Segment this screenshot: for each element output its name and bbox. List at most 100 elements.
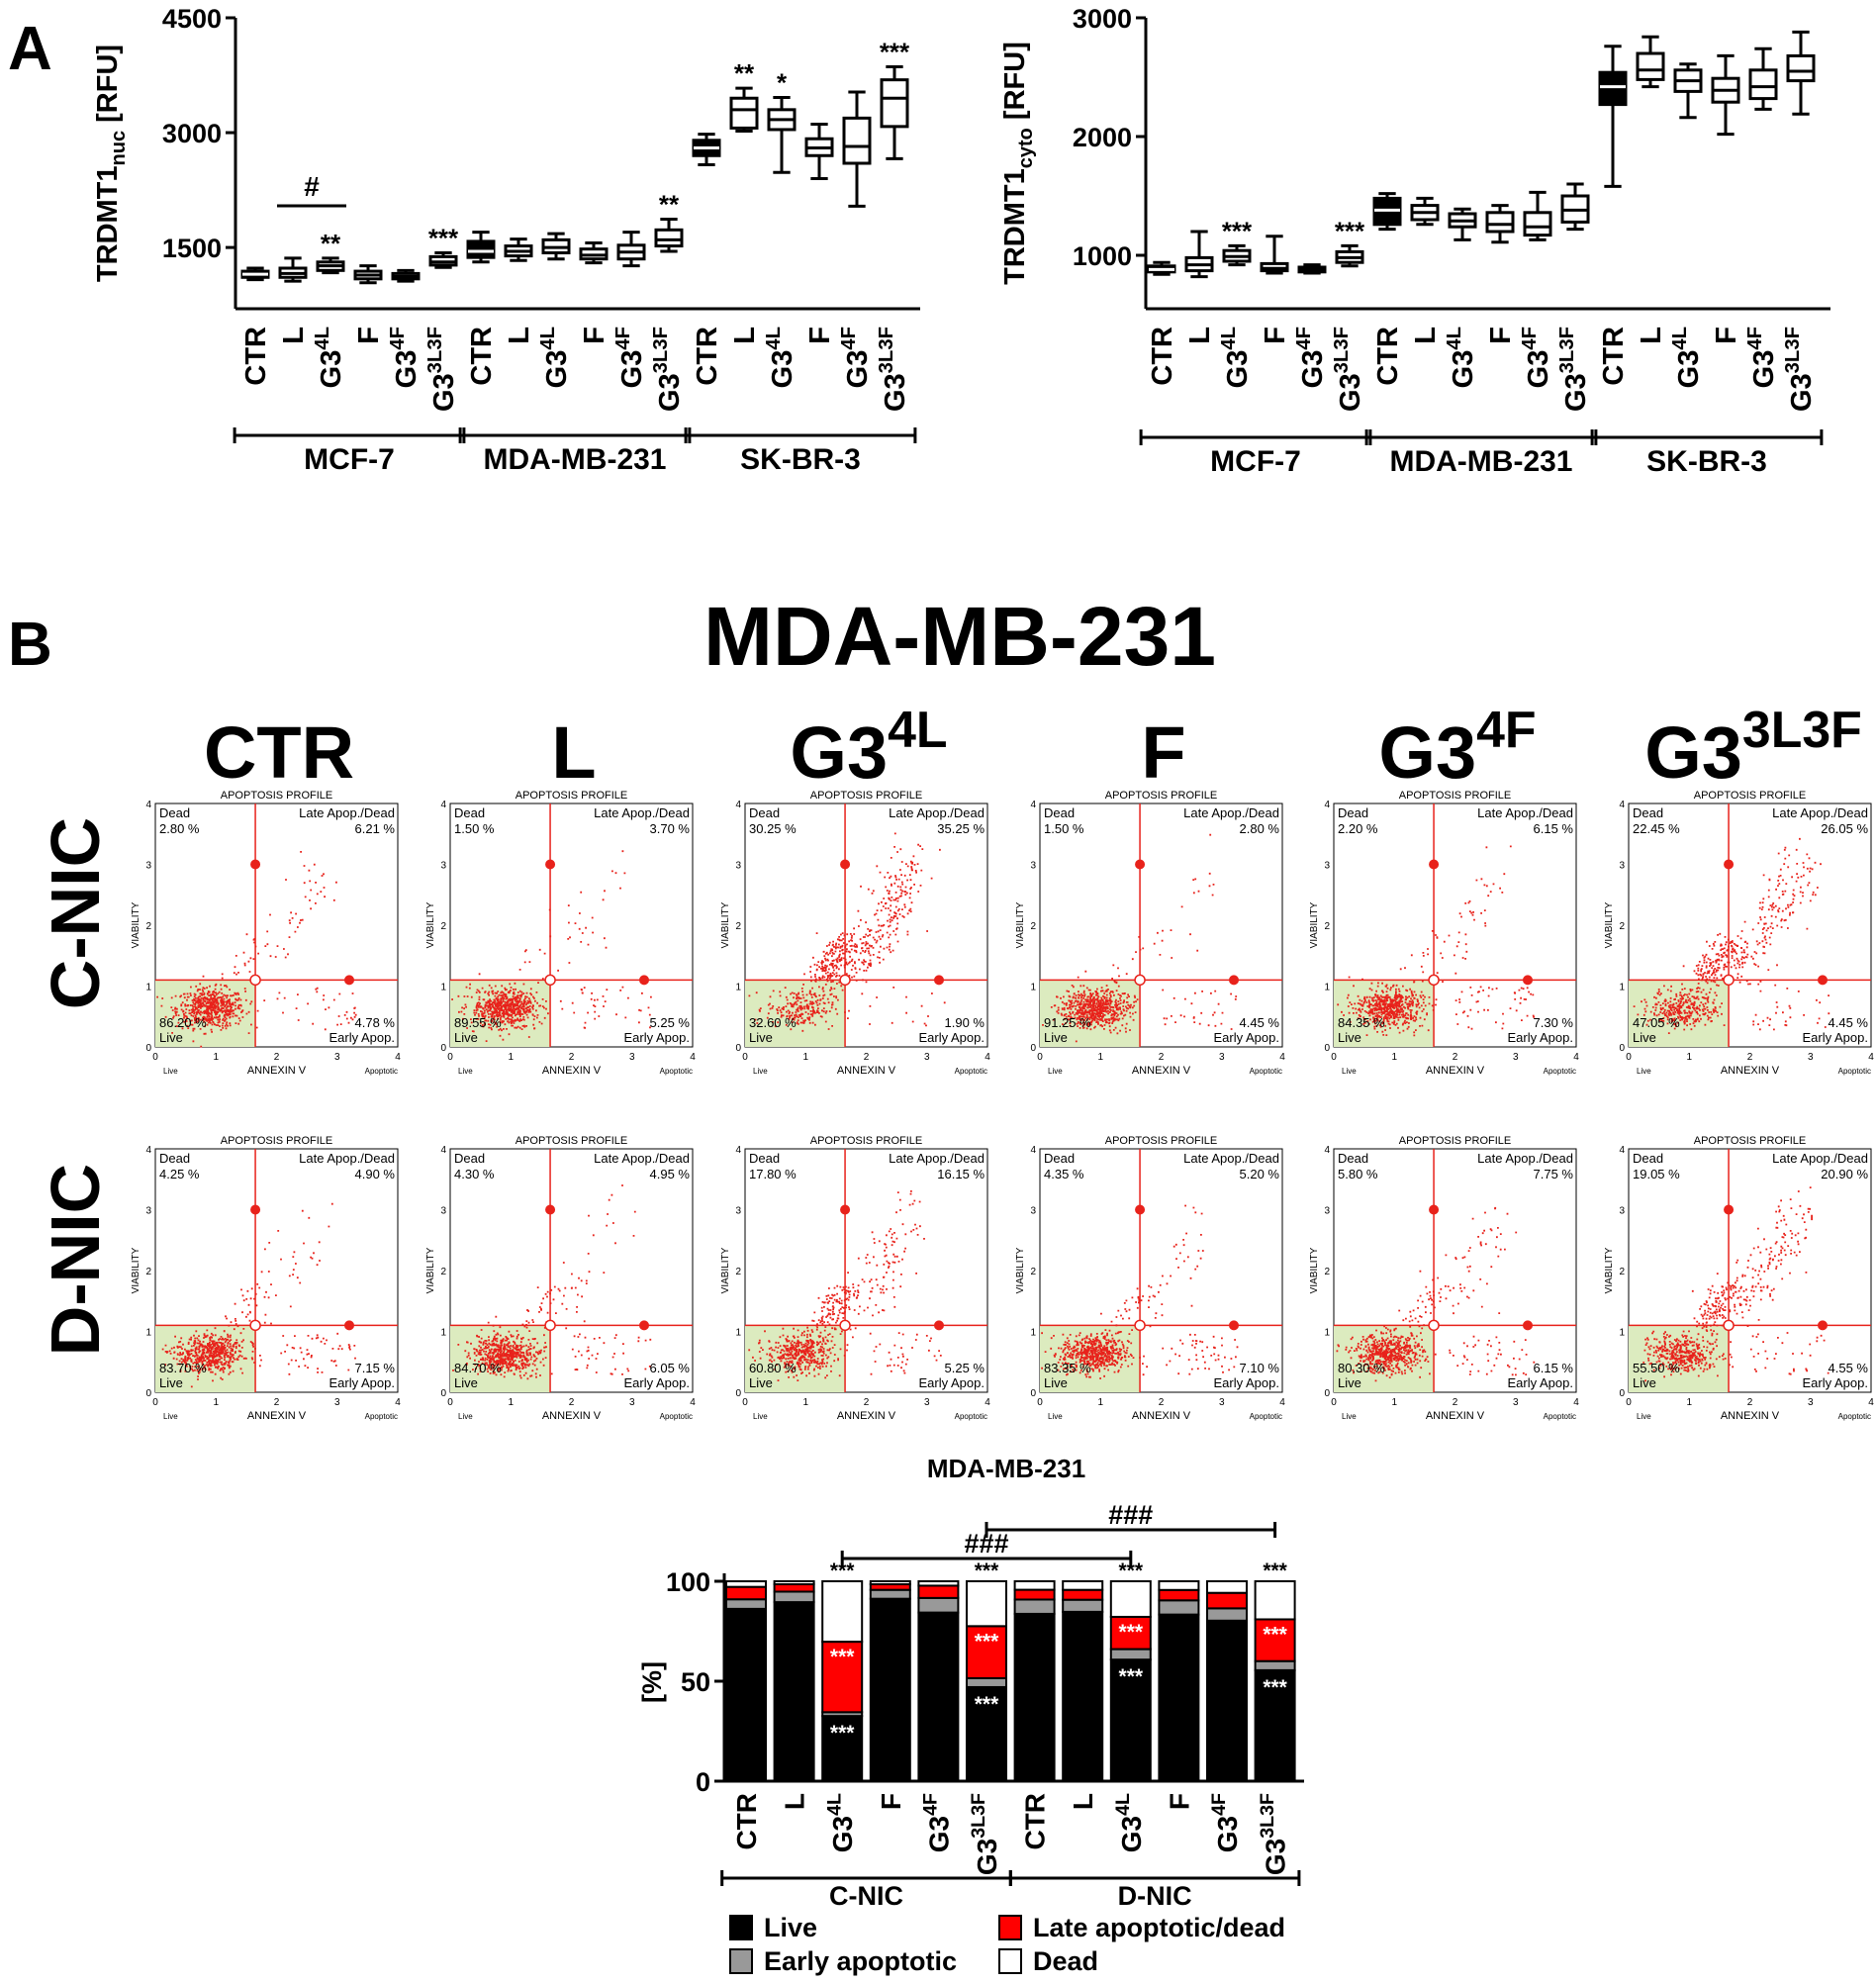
box-SK-BR-3-G3 3L3F: *** G33L3F bbox=[876, 38, 911, 413]
x-end-label-live: Live bbox=[458, 1412, 473, 1421]
y-tick-label: 3 bbox=[735, 861, 741, 872]
x-tick-label: 2 bbox=[274, 1397, 280, 1408]
category-label: F bbox=[1164, 1793, 1194, 1810]
box-MCF-7-G3 4F: G34F bbox=[1293, 263, 1329, 388]
x-tick-label: 1 bbox=[508, 1052, 514, 1063]
column-header-5: G33L3F bbox=[1644, 701, 1862, 794]
gate-handle bbox=[1135, 1204, 1146, 1215]
quadrant-early-label: Early Apop. bbox=[1803, 1030, 1869, 1045]
y-tick-label: 1 bbox=[145, 1328, 151, 1339]
bar-segment-dead bbox=[869, 1580, 911, 1586]
quadrant-live-label: Live bbox=[1338, 1375, 1361, 1390]
gate-handle bbox=[1523, 1320, 1533, 1331]
gate-handle bbox=[1429, 859, 1440, 870]
significance-live: *** bbox=[975, 1693, 999, 1716]
quadrant-late-value: 3.70 % bbox=[650, 821, 691, 836]
y-tick-label: 4 bbox=[440, 800, 446, 810]
bar-D-NIC-G3 4F: G34F bbox=[1206, 1580, 1248, 1852]
quadrant-dead-label: Dead bbox=[454, 805, 485, 820]
gate-handle bbox=[344, 1320, 354, 1331]
bar-segment-late bbox=[1062, 1588, 1104, 1601]
x-end-label-live: Live bbox=[1048, 1412, 1063, 1421]
gate-handle bbox=[545, 859, 556, 870]
group-label: SK-BR-3 bbox=[740, 443, 861, 476]
group-label: MDA-MB-231 bbox=[1389, 445, 1572, 478]
x-tick-label: 0 bbox=[447, 1397, 453, 1408]
quadrant-dead-label: Dead bbox=[1633, 805, 1663, 820]
category-label: CTR bbox=[692, 327, 723, 386]
y-tick-label: 1 bbox=[1619, 1328, 1625, 1339]
x-end-label-live: Live bbox=[1048, 1067, 1063, 1076]
box-MDA-MB-231-CTR: CTR bbox=[1372, 192, 1404, 386]
box-iqr bbox=[654, 228, 684, 248]
box-MCF-7-G3 3L3F: *** G33L3F bbox=[424, 224, 460, 413]
group-label: C-NIC bbox=[829, 1881, 903, 1911]
y-tick-label: 2 bbox=[1324, 1267, 1330, 1277]
y-axis-title: VIABILITY bbox=[1309, 901, 1320, 948]
category-label: G34F bbox=[1208, 1793, 1243, 1852]
quadrant-early-value: 5.25 % bbox=[945, 1361, 985, 1375]
quadrant-early-label: Early Apop. bbox=[919, 1375, 985, 1390]
gate-handle bbox=[344, 975, 354, 986]
bar-D-NIC-L: L bbox=[1062, 1580, 1104, 1810]
category-label: G33L3F bbox=[876, 327, 911, 412]
quadrant-early-label: Early Apop. bbox=[1803, 1375, 1869, 1390]
significance-late: *** bbox=[830, 1646, 855, 1668]
bar-C-NIC-G3 4L: *** *** *** G34L bbox=[821, 1559, 864, 1852]
category-label: G34L bbox=[312, 327, 347, 388]
quadrant-live-label: Live bbox=[454, 1030, 478, 1045]
quadrant-live-label: Live bbox=[1338, 1030, 1361, 1045]
x-end-label-apoptotic: Apoptotic bbox=[955, 1412, 987, 1421]
panel-a: A 1500 3000 4500 TRDMT1nuc [RFU] CTR L ** G34L F… bbox=[8, 4, 1830, 478]
y-tick-label: 0 bbox=[1324, 1043, 1330, 1054]
quadrant-late-value: 35.25 % bbox=[937, 821, 985, 836]
y-tick-label: 2 bbox=[1030, 921, 1036, 932]
y-tick-label: 3 bbox=[145, 861, 151, 872]
category-label: G33L3F bbox=[1257, 1793, 1291, 1875]
quadrant-late-value: 6.21 % bbox=[355, 821, 396, 836]
quadrant-early-label: Early Apop. bbox=[1508, 1030, 1574, 1045]
x-axis-title: ANNEXIN V bbox=[1426, 1065, 1485, 1077]
x-end-label-apoptotic: Apoptotic bbox=[1250, 1412, 1282, 1421]
significance-label: ** bbox=[734, 58, 755, 88]
bar-D-NIC-G3 4L: *** *** *** G34L bbox=[1109, 1559, 1152, 1852]
x-tick-label: 1 bbox=[1391, 1052, 1397, 1063]
x-tick-label: 1 bbox=[213, 1052, 219, 1063]
scatter-events bbox=[451, 850, 652, 1042]
gate-handle bbox=[840, 1204, 851, 1215]
quadrant-early-label: Early Apop. bbox=[329, 1375, 396, 1390]
x-tick-label: 4 bbox=[395, 1052, 401, 1063]
y-tick-label: 0 bbox=[1030, 1388, 1036, 1399]
y-tick-label: 0 bbox=[696, 1767, 710, 1797]
y-tick-label: 3 bbox=[145, 1206, 151, 1217]
scatter-events bbox=[1633, 837, 1830, 1034]
bar-segment-dead bbox=[773, 1580, 815, 1586]
y-axis-title: VIABILITY bbox=[131, 1247, 141, 1293]
y-tick-label: 50 bbox=[681, 1667, 710, 1697]
x-tick-label: 2 bbox=[569, 1052, 575, 1063]
hash-label: # bbox=[304, 171, 320, 202]
x-tick-label: 4 bbox=[985, 1052, 990, 1063]
quadrant-early-value: 7.10 % bbox=[1240, 1361, 1280, 1375]
y-axis-title: VIABILITY bbox=[720, 1247, 731, 1293]
apoptosis-plot-C-NIC-G3 4F: APOPTOSIS PROFILE Dead2.20 % Late Apop./De… bbox=[1309, 790, 1579, 1077]
plot-title: APOPTOSIS PROFILE bbox=[1399, 1135, 1512, 1147]
quadrant-dead-label: Dead bbox=[749, 805, 780, 820]
box-MCF-7-G3 4L: *** G34L bbox=[1218, 216, 1254, 388]
quadrant-live-value: 80.30 % bbox=[1338, 1361, 1385, 1375]
column-header-4: G34F bbox=[1378, 701, 1536, 794]
x-end-label-live: Live bbox=[1637, 1412, 1651, 1421]
box-SK-BR-3-CTR: CTR bbox=[1598, 45, 1630, 386]
quadrant-late-label: Late Apop./Dead bbox=[1772, 805, 1868, 820]
category-label: G33L3F bbox=[650, 327, 686, 412]
box-SK-BR-3-F: F bbox=[804, 123, 836, 344]
quadrant-late-label: Late Apop./Dead bbox=[1477, 805, 1573, 820]
x-tick-label: 4 bbox=[1868, 1052, 1874, 1063]
box-MCF-7-F: F bbox=[1260, 235, 1291, 344]
bar-segment-early bbox=[1013, 1598, 1056, 1615]
x-axis-title: ANNEXIN V bbox=[1132, 1410, 1191, 1422]
x-end-label-apoptotic: Apoptotic bbox=[365, 1412, 398, 1421]
x-tick-label: 2 bbox=[1159, 1052, 1165, 1063]
